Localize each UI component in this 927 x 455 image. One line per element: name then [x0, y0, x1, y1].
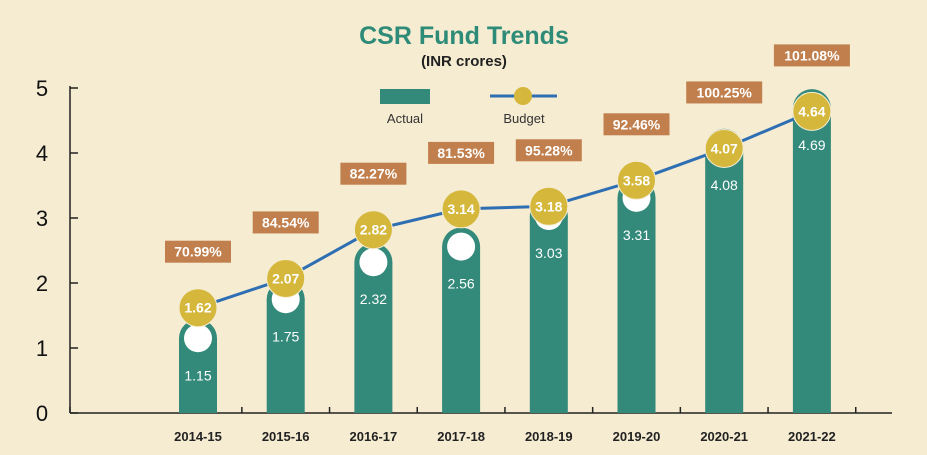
budget-marker: [792, 91, 832, 131]
actual-value-label: 1.15: [184, 367, 211, 383]
y-tick-label: 1: [36, 336, 48, 361]
chart-subtitle: (INR crores): [421, 53, 507, 70]
legend: Actual Budget: [380, 87, 557, 126]
legend-budget-label: Budget: [503, 111, 545, 126]
budget-value-label: 1.62: [184, 300, 211, 316]
budget-marker: [353, 210, 393, 250]
x-tick-label: 2020-21: [700, 429, 748, 444]
x-tick-label: 2015-16: [262, 429, 310, 444]
actual-value-label: 4.08: [711, 177, 738, 193]
y-tick-label: 3: [36, 206, 48, 231]
budget-marker: [704, 128, 744, 168]
y-tick-label: 2: [36, 271, 48, 296]
x-tick-label: 2021-22: [788, 429, 836, 444]
actual-value-label: 1.75: [272, 328, 299, 344]
legend-actual-label: Actual: [387, 111, 423, 126]
actual-bar: [442, 246, 481, 413]
budget-value-label: 2.82: [360, 222, 387, 238]
x-tick-label: 2017-18: [437, 429, 485, 444]
percentage-labels: 70.99% 84.54% 82.27% 81.53% 95.28% 92.46% 100.…: [165, 44, 850, 263]
y-tick-label: 5: [36, 76, 48, 101]
budget-marker: [266, 258, 306, 298]
percentage-label: 82.27%: [350, 166, 398, 182]
budget-marker: [178, 288, 218, 328]
y-tick-label: 4: [36, 141, 48, 166]
budget-series: 1.62 2.07 2.82 3.14 3.18 3.58 4.07 4.64: [178, 91, 832, 328]
actual-bar: [792, 108, 831, 414]
budget-value-label: 3.58: [623, 172, 650, 188]
budget-marker: [617, 160, 656, 200]
actual-value-label: 2.56: [447, 276, 474, 292]
budget-value-label: 4.07: [711, 140, 738, 156]
percentage-label: 92.46%: [613, 116, 661, 132]
percentage-box: [773, 44, 850, 67]
percentage-label: 100.25%: [697, 84, 753, 100]
budget-value-label: 3.18: [535, 198, 562, 214]
percentage-box: [603, 113, 670, 136]
actual-bar: [705, 147, 744, 414]
budget-value-label: 2.07: [272, 270, 299, 286]
percentage-label: 101.08%: [784, 47, 840, 63]
x-tick-label: 2014-15: [174, 429, 222, 444]
percentage-box: [165, 240, 231, 263]
chart-title: CSR Fund Trends: [359, 22, 569, 50]
actual-bar: [617, 197, 656, 413]
actual-value-label: 3.03: [535, 245, 562, 261]
budget-value-label: 3.14: [447, 201, 474, 217]
budget-marker: [529, 186, 569, 226]
x-tick-label: 2018-19: [525, 429, 573, 444]
actual-value-label: 2.32: [360, 291, 387, 307]
actual-value-label: 4.69: [798, 137, 825, 153]
actual-bar-dot: [447, 232, 476, 261]
actual-bar: [529, 216, 568, 413]
actual-bar: [354, 262, 393, 413]
actual-value-label: 3.31: [623, 227, 650, 243]
percentage-label: 70.99%: [174, 244, 222, 260]
percentage-label: 84.54%: [262, 214, 310, 230]
budget-marker: [441, 189, 481, 229]
percentage-box: [428, 141, 495, 164]
percentage-box: [515, 139, 582, 162]
percentage-box: [252, 211, 319, 234]
percentage-label: 95.28%: [525, 142, 573, 158]
actual-bar-dot: [184, 324, 212, 353]
budget-value-label: 4.64: [798, 103, 825, 119]
x-tick-label: 2016-17: [350, 429, 398, 444]
legend-actual-swatch: [380, 89, 430, 104]
percentage-box: [340, 162, 407, 185]
actual-bar-dot: [359, 248, 388, 277]
percentage-box: [686, 81, 763, 104]
y-tick-label: 0: [36, 401, 48, 426]
percentage-label: 81.53%: [437, 145, 485, 161]
x-tick-label: 2019-20: [613, 429, 661, 444]
legend-budget-marker: [514, 87, 532, 105]
